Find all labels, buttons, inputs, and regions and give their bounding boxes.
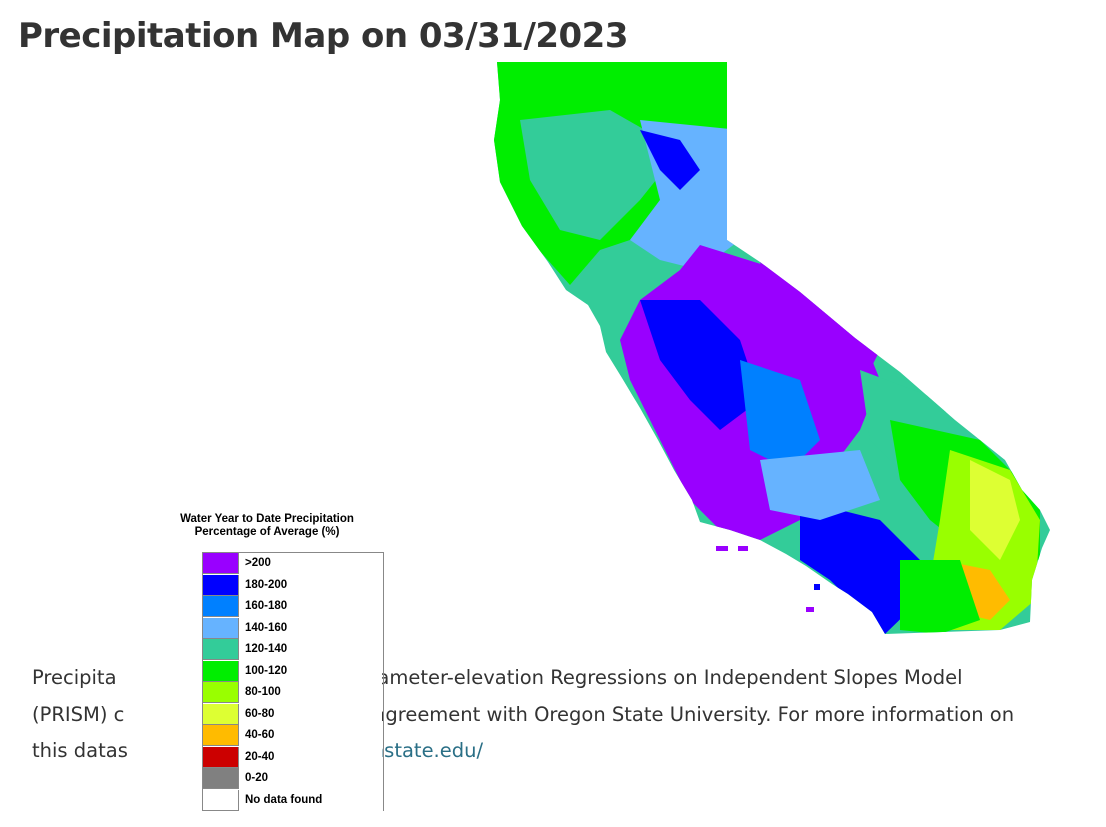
legend-item: 0-20 <box>203 768 383 790</box>
legend-swatch <box>203 660 239 682</box>
legend-title-line2: Percentage of Average (%) <box>194 526 340 538</box>
caption-line2-right: ig agreement with Oregon State Universit… <box>349 702 1015 726</box>
map-zone-south-green <box>900 560 980 634</box>
legend-swatch <box>203 596 239 617</box>
legend-label: 100-120 <box>245 664 288 677</box>
map-zone-central-blue-2 <box>740 360 820 470</box>
legend-label: No data found <box>245 793 323 806</box>
legend-item: 60-80 <box>203 703 383 726</box>
caption-link[interactable]: onstate.edu/ <box>359 739 484 762</box>
legend-swatch <box>203 574 239 596</box>
island <box>716 546 728 551</box>
legend-item: 120-140 <box>203 639 383 661</box>
legend-item: No data found <box>203 789 383 812</box>
legend-swatch <box>203 553 239 574</box>
map-zone-south-blue <box>800 500 920 634</box>
page-title: Precipitation Map on 03/31/2023 <box>18 16 629 56</box>
legend-item: 160-180 <box>203 596 383 618</box>
legend-item: >200 <box>203 553 383 575</box>
legend-label: 40-60 <box>245 729 275 741</box>
legend-swatch <box>203 639 239 660</box>
island <box>806 607 814 612</box>
island <box>738 546 748 551</box>
legend-swatch <box>203 682 239 703</box>
caption-line1-right: Parameter-elevation Regressions on Indep… <box>346 666 963 689</box>
legend-label: 60-80 <box>245 707 275 720</box>
legend-label: 120-140 <box>245 643 288 655</box>
legend-label: 80-100 <box>245 686 281 698</box>
map-zone-south-light <box>760 450 880 520</box>
legend-title: Water Year to Date Precipitation Percent… <box>132 513 402 539</box>
caption-line1-left: Precipita <box>32 666 117 689</box>
map-zone-north-blue <box>640 130 700 190</box>
legend-item: 140-160 <box>203 617 383 640</box>
legend-item: 20-40 <box>203 746 383 769</box>
caption: Precipita Parameter-elevation Regressions… <box>32 660 1082 770</box>
legend-swatch <box>203 703 239 725</box>
legend-title-line1: Water Year to Date Precipitation <box>180 513 354 525</box>
legend-label: >200 <box>245 557 271 569</box>
legend-label: 140-160 <box>245 621 288 634</box>
legend-label: 180-200 <box>245 578 288 591</box>
legend-item: 80-100 <box>203 682 383 704</box>
legend-item: 180-200 <box>203 574 383 597</box>
map-zone-central-blue <box>640 300 760 430</box>
legend-swatch <box>203 789 239 811</box>
legend-swatch <box>203 725 239 746</box>
caption-line2-left: (PRISM) c <box>32 702 125 726</box>
caption-line3-left: this datas <box>32 739 128 762</box>
legend-swatch <box>203 746 239 768</box>
legend-swatch <box>203 617 239 639</box>
legend-label: 160-180 <box>245 600 288 612</box>
map-legend: Water Year to Date Precipitation Percent… <box>132 509 384 819</box>
map-zone-sierra-purple <box>760 262 880 390</box>
legend-item: 40-60 <box>203 725 383 747</box>
legend-item: 100-120 <box>203 660 383 683</box>
map-zone-north-teal <box>520 110 680 240</box>
island <box>814 584 820 590</box>
legend-list: >200 180-200 160-180 140-160 120-140 100-120 8… <box>202 552 384 811</box>
map-zone-desert-yellow <box>970 460 1020 560</box>
legend-label: 20-40 <box>245 750 275 763</box>
legend-swatch <box>203 768 239 789</box>
legend-label: 0-20 <box>245 772 269 784</box>
